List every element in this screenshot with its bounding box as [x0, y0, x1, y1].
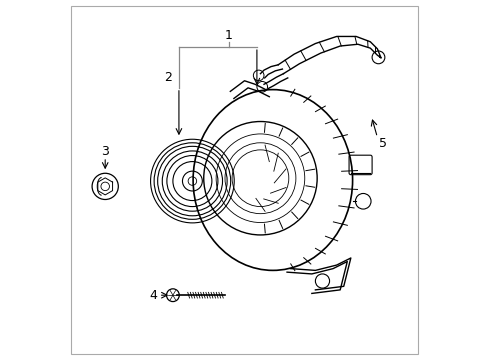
- Text: 1: 1: [224, 29, 232, 42]
- Text: 4: 4: [149, 289, 157, 302]
- Text: 2: 2: [164, 71, 172, 84]
- Text: 3: 3: [101, 145, 109, 158]
- Text: 5: 5: [379, 137, 386, 150]
